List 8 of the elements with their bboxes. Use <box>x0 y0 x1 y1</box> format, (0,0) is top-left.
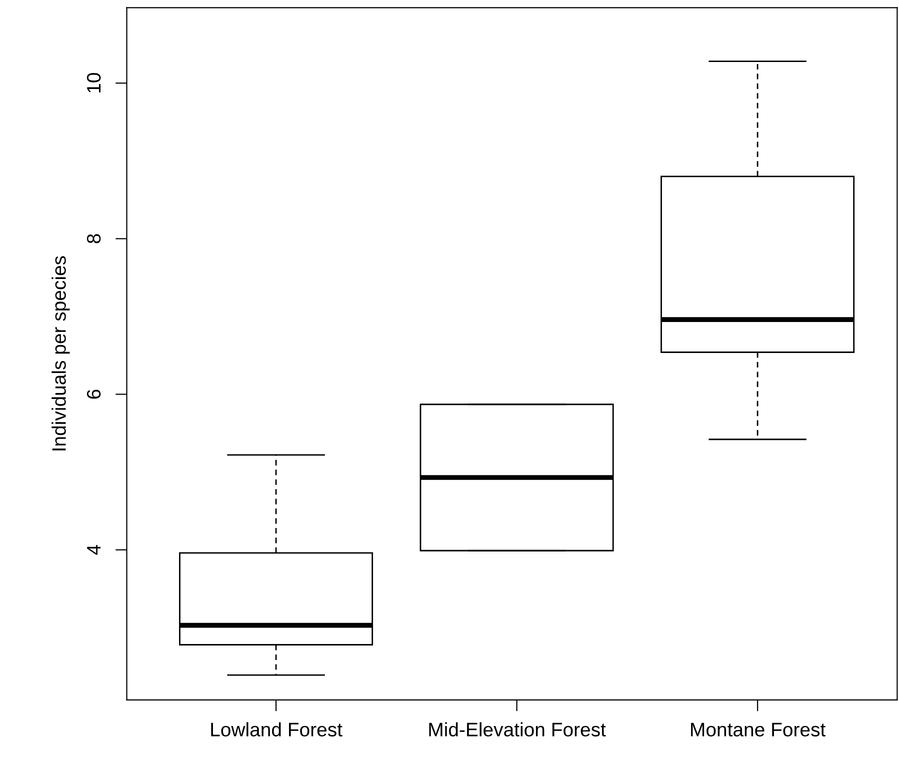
y-axis-title: Individuals per species <box>52 256 70 450</box>
y-tick-label: 4 <box>87 545 100 555</box>
y-tick-label: 10 <box>86 73 101 92</box>
x-tick-label: Mid-Elevation Forest <box>429 722 606 736</box>
y-tick-label: 6 <box>86 390 101 399</box>
x-tick-label: Montane Forest <box>691 722 826 736</box>
x-tick-label: Lowland Forest <box>211 722 342 736</box>
y-tick-label: 8 <box>86 234 101 244</box>
